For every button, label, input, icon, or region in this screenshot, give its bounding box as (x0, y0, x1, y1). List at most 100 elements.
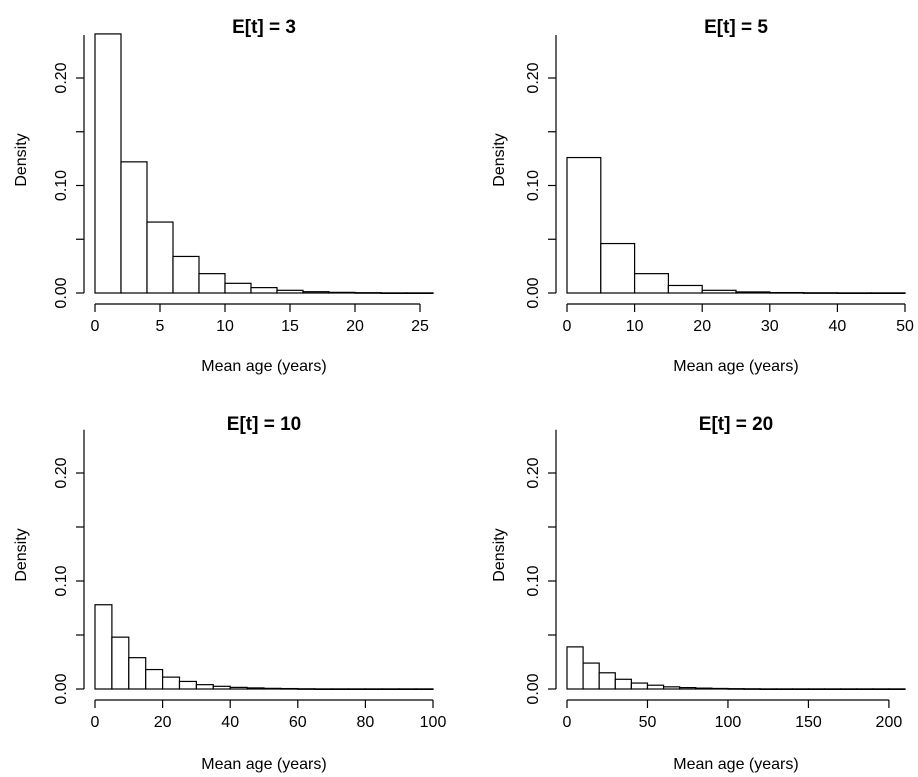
histogram-bar (735, 291, 771, 294)
plot-marks: 0.00 0.10 0.20 0 20 40 60 80 100 (53, 429, 447, 731)
histogram-bar (566, 646, 584, 690)
x-tick-label: 0 (91, 318, 100, 335)
histogram-bar (406, 292, 434, 294)
histogram-bar (633, 273, 669, 294)
y-tick-label: 0.10 (53, 565, 70, 596)
panel-e5: E[t] = 5 Mean age (years) Density 0.00 0.… (491, 17, 914, 375)
x-tick-label: 15 (281, 318, 299, 335)
histogram-bar (727, 688, 745, 690)
x-tick-label: 5 (156, 318, 165, 335)
histogram-bar (229, 686, 248, 690)
histogram-bar (212, 685, 231, 690)
histogram-bar (630, 682, 649, 690)
histogram-bar (94, 604, 113, 690)
y-axis-label: Density (13, 528, 30, 581)
histogram-bar (331, 688, 350, 690)
x-axis-label: Mean age (years) (673, 358, 798, 375)
histogram-bar (263, 687, 282, 690)
histogram-bar (600, 242, 636, 294)
histogram-bar (328, 291, 356, 294)
histogram-bar (598, 672, 616, 690)
y-tick-label: 0.00 (525, 673, 542, 704)
histogram-bar (381, 688, 400, 690)
panel-title: E[t] = 5 (704, 17, 768, 38)
y-tick-label: 0.00 (53, 673, 70, 704)
y-tick-label: 0.10 (53, 170, 70, 201)
x-tick-label: 50 (639, 714, 657, 731)
x-tick-label: 100 (420, 714, 447, 731)
x-axis-label: Mean age (years) (201, 358, 326, 375)
histogram-bar (775, 688, 793, 690)
y-axis-label: Density (491, 133, 508, 186)
plot-marks: 0.00 0.10 0.20 0 10 20 30 40 50 (525, 35, 914, 335)
histogram-bar (711, 687, 729, 690)
histogram-bar (198, 273, 226, 294)
histogram-bar (178, 680, 197, 690)
x-tick-label: 100 (715, 714, 742, 731)
y-axis-label: Density (13, 133, 30, 186)
x-tick-label: 150 (795, 714, 822, 731)
histogram-bar (888, 688, 906, 690)
histogram-bar (807, 688, 826, 690)
histogram-bar (128, 657, 147, 690)
x-tick-label: 0 (563, 714, 572, 731)
histogram-bar (302, 291, 330, 294)
histogram-bar (769, 291, 805, 294)
panel-e3: E[t] = 3 Mean age (years) Density 0.00 0.… (13, 17, 434, 375)
plot-marks: 0.00 0.10 0.20 0 5 10 15 20 25 (53, 33, 434, 335)
histogram-bar (94, 33, 122, 294)
histogram-bar (314, 688, 333, 690)
histogram-bar (667, 284, 703, 294)
histogram-bar (145, 668, 164, 690)
x-axis-label: Mean age (years) (201, 756, 326, 773)
histogram-bar (280, 687, 299, 690)
histogram-bar (695, 687, 713, 690)
y-tick-label: 0.20 (525, 457, 542, 488)
histogram-bar (224, 282, 252, 294)
x-tick-label: 20 (693, 318, 711, 335)
panel-title: E[t] = 3 (232, 17, 296, 38)
y-tick-label: 0.10 (525, 170, 542, 201)
x-tick-label: 80 (357, 714, 375, 731)
histogram-bar (415, 688, 434, 690)
y-tick-label: 0.20 (53, 457, 70, 488)
histogram-bar (276, 289, 304, 294)
histogram-bar (398, 688, 417, 690)
histogram-bar (840, 688, 858, 690)
histogram-bar (162, 676, 181, 690)
histogram-bar (566, 156, 602, 294)
histogram-bar (250, 287, 278, 294)
x-tick-label: 25 (411, 318, 429, 335)
histogram-bar (856, 688, 874, 690)
histogram-bar (582, 662, 600, 690)
histogram-bar (870, 292, 906, 294)
histogram-bar (759, 688, 777, 690)
panel-e10: E[t] = 10 Mean age (years) Density 0.00 0… (13, 414, 446, 773)
y-tick-label: 0.10 (525, 565, 542, 596)
y-tick-label: 0.20 (525, 62, 542, 93)
histogram-bar (354, 292, 382, 294)
histogram-bar (823, 688, 842, 690)
x-tick-label: 60 (289, 714, 307, 731)
panel-title: E[t] = 10 (227, 414, 301, 435)
x-tick-label: 30 (761, 318, 779, 335)
histogram-bar (172, 255, 200, 294)
histogram-bar (364, 688, 383, 690)
panel-title: E[t] = 20 (699, 414, 773, 435)
panel-e20: E[t] = 20 Mean age (years) Density 0.000… (491, 414, 906, 773)
y-tick-label: 0.00 (53, 277, 70, 308)
histogram-bar (802, 292, 838, 294)
histogram-bar (743, 688, 761, 690)
x-tick-label: 0 (563, 318, 572, 335)
x-tick-label: 0 (91, 714, 100, 731)
histogram-bar (246, 687, 265, 690)
histogram-bar (120, 161, 148, 294)
x-axis-label: Mean age (years) (673, 756, 798, 773)
histogram-bar (146, 221, 174, 294)
histogram-bar (662, 686, 681, 690)
x-tick-label: 40 (221, 714, 239, 731)
y-tick-label: 0.00 (525, 277, 542, 308)
plot-marks: 0.00 0.10 0.20 0 50 100 150 200 (525, 429, 906, 731)
histogram-bar (347, 688, 366, 690)
histogram-bar (614, 678, 632, 690)
